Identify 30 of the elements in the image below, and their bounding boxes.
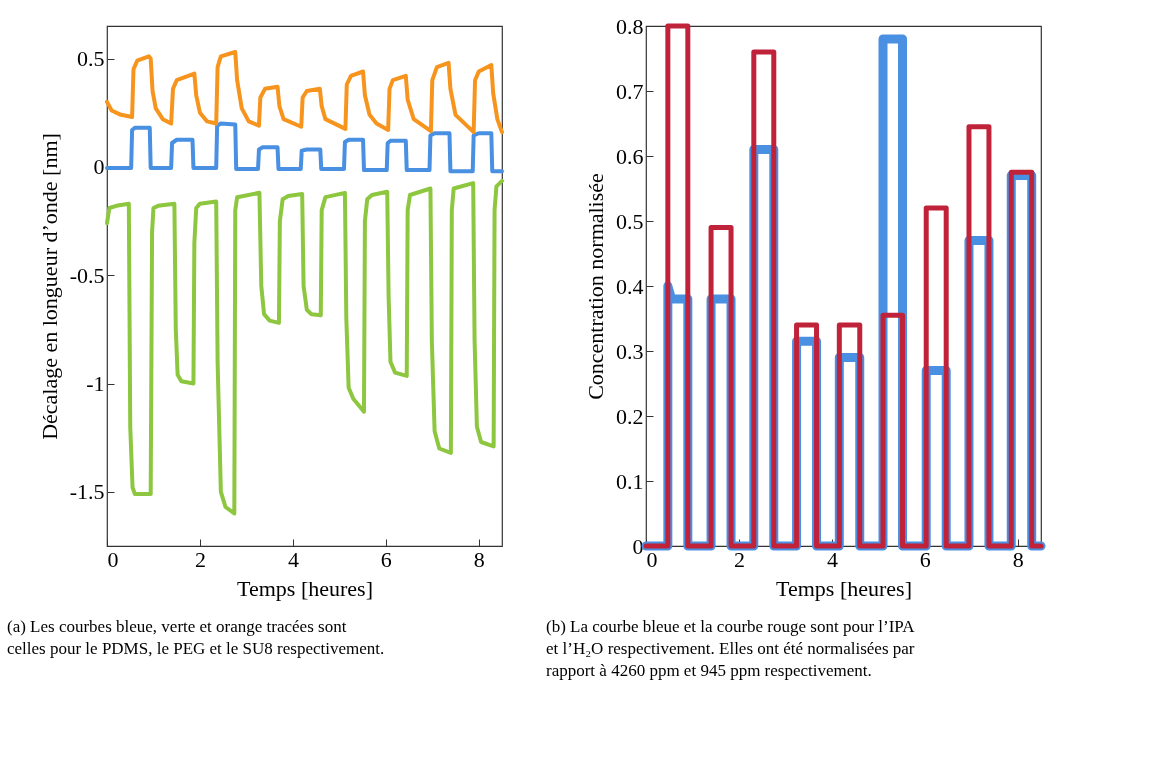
y-tick-label: -0.5 [69,262,105,288]
y-tick-label: 0.6 [616,143,644,169]
x-tick-label: 2 [733,546,745,572]
y-tick-label: -1 [86,371,105,396]
y-axis-title: Concentration normalisée [583,173,608,400]
x-tick-label: 4 [826,546,838,572]
y-tick-label: 0.4 [616,273,644,299]
line-series [105,121,504,174]
y-tick-label: -1.5 [69,479,105,505]
y-tick-label: 0.8 [616,13,644,39]
y-tick-label: 0.7 [616,78,644,104]
x-tick-label: 2 [194,546,206,572]
x-axis-title: Temps [heures] [237,575,373,601]
text: (b) La courbe bleue et la courbe rouge sont pour l’IPA et l’H₂O respectivement. Elles ont été normalisées par rapport à 4260 ppm et 945 ppm respectivement. [546,617,916,680]
line-series [105,50,504,135]
y-tick-label: 0 [93,154,105,180]
y-axis-title: Décalage en longueur d’onde [nm] [36,133,62,440]
y-tick-label: 0.5 [77,46,105,71]
y-tick-label: 0.2 [616,403,644,429]
x-tick-label: 6 [380,546,392,572]
x-tick-label: 8 [1012,546,1024,572]
y-tick-label: 0.5 [616,208,644,234]
text: (a) Les courbes bleue, verte et orange tracées sont celles pour le PDMS, le PEG et le SU8 respectivement. [7,617,385,658]
y-tick-label: 0.3 [616,338,644,364]
line-series [105,178,504,516]
x-tick-label: 6 [919,546,931,572]
x-axis-title: Temps [heures] [776,575,912,601]
x-tick-label: 8 [473,546,485,572]
x-tick-label: 4 [287,546,299,572]
y-tick-label: 0.1 [616,468,644,494]
